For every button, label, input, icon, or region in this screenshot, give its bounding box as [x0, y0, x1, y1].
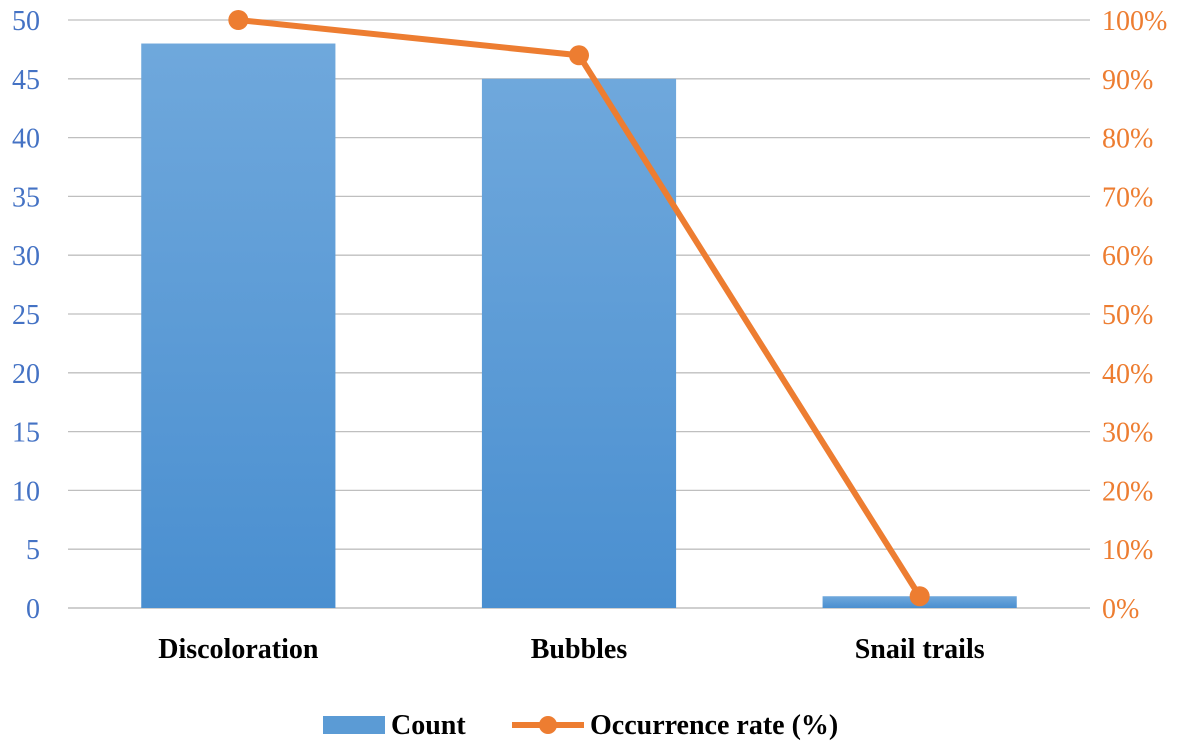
left-tick-label: 30 — [12, 241, 40, 272]
right-tick-label: 60% — [1102, 241, 1153, 272]
left-axis-ticks: 0 5 10 15 20 25 30 35 40 45 50 — [12, 6, 40, 625]
right-tick-label: 90% — [1102, 65, 1153, 96]
right-axis-ticks: 0% 10% 20% 30% 40% 50% 60% 70% 80% 90% 100% — [1102, 6, 1167, 625]
left-tick-label: 35 — [12, 182, 40, 213]
right-tick-label: 50% — [1102, 300, 1153, 331]
legend-label-occurrence-rate: Occurrence rate (%) — [590, 710, 838, 741]
right-tick-label: 100% — [1102, 6, 1167, 37]
left-tick-label: 0 — [26, 594, 40, 625]
left-tick-label: 25 — [12, 300, 40, 331]
category-label: Snail trails — [855, 634, 985, 665]
right-tick-label: 70% — [1102, 182, 1153, 213]
category-axis-labels: Discoloration Bubbles Snail trails — [158, 634, 984, 665]
left-tick-label: 50 — [12, 6, 40, 37]
right-tick-label: 10% — [1102, 535, 1153, 566]
line-series-occurrence-rate — [228, 10, 930, 607]
left-tick-label: 20 — [12, 359, 40, 390]
legend-swatch-count — [323, 716, 385, 734]
right-tick-label: 20% — [1102, 476, 1153, 507]
right-tick-label: 40% — [1102, 359, 1153, 390]
right-tick-label: 30% — [1102, 418, 1153, 449]
left-tick-label: 5 — [26, 535, 40, 566]
category-label: Bubbles — [531, 634, 628, 665]
right-tick-label: 0% — [1102, 594, 1139, 625]
rate-point-discoloration — [228, 10, 249, 30]
legend-swatch-rate-marker — [539, 716, 557, 734]
left-tick-label: 15 — [12, 418, 40, 449]
left-tick-label: 10 — [12, 476, 40, 507]
legend: Count Occurrence rate (%) — [323, 710, 838, 741]
left-tick-label: 40 — [12, 124, 40, 155]
right-tick-label: 80% — [1102, 124, 1153, 155]
category-label: Discoloration — [158, 634, 319, 665]
rate-point-bubbles — [569, 45, 589, 66]
bar-bubbles — [481, 78, 677, 609]
legend-label-count: Count — [391, 710, 466, 741]
bar-series-count — [141, 43, 1017, 609]
left-tick-label: 45 — [12, 65, 40, 96]
bar-discoloration — [141, 43, 336, 608]
rate-point-snail-trails — [909, 586, 930, 607]
